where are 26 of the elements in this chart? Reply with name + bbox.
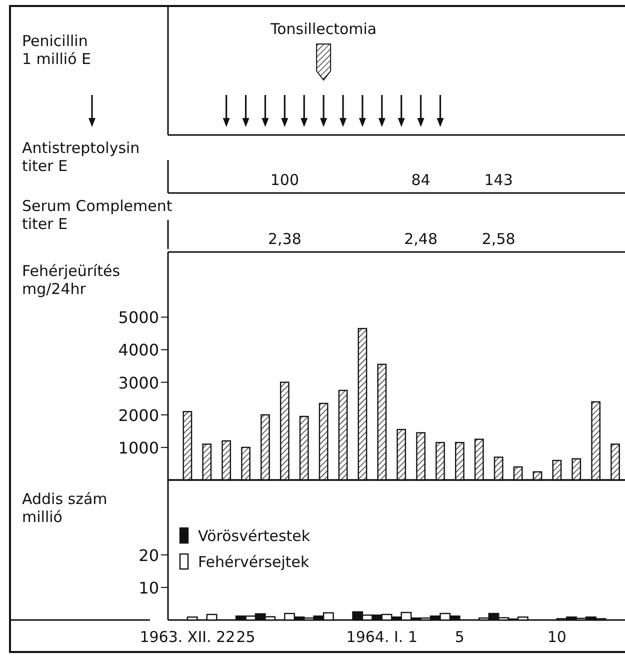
text: Serum Complement titer E: [22, 197, 172, 233]
y-tick-label: 4000: [118, 340, 159, 360]
data-label: 2,38: [268, 230, 302, 248]
x-tick-label: 25: [236, 628, 256, 646]
legend-label: Vörösvértestek: [198, 527, 310, 545]
data-label: 143: [484, 171, 513, 189]
text: Antistreptolysin titer E: [22, 139, 140, 175]
y-tick-label: 5000: [118, 308, 159, 328]
x-tick-label: 10: [547, 628, 566, 646]
x-tick-label: 1963. XII. 22: [140, 628, 236, 646]
data-label: 100: [270, 171, 299, 189]
y-tick-label: 3000: [118, 373, 159, 392]
y-tick-label: 2000: [118, 406, 159, 425]
y-axis-title: Addis szám millió: [22, 490, 108, 526]
x-tick-label: 5: [454, 628, 464, 646]
data-label: 84: [411, 171, 430, 189]
text: Tonsillectomia: [270, 20, 377, 38]
data-label: 2,48: [404, 230, 438, 248]
x-tick-label: 1964. I. 1: [346, 628, 418, 646]
y-axis-title: Fehérjeürítés mg/24hr: [22, 262, 120, 298]
text: Penicillin 1 millió E: [22, 32, 92, 68]
y-tick-label: 10: [138, 578, 159, 598]
y-tick-label: 20: [138, 546, 159, 565]
y-tick-label: 1000: [118, 438, 159, 458]
data-label: 2,58: [482, 230, 516, 248]
legend-label: Fehérvérsejtek: [198, 553, 310, 571]
